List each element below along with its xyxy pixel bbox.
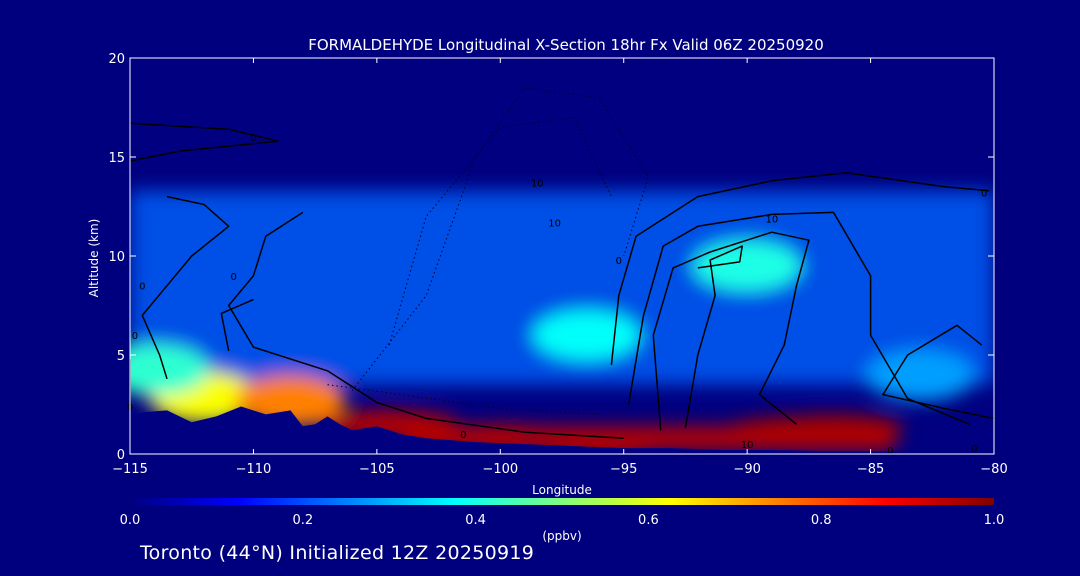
colorbar-unit: (ppbv) xyxy=(542,529,581,543)
contour-label-0: 0 xyxy=(250,133,256,144)
contour-label-6: 10 xyxy=(531,179,544,190)
footer-init-label: Toronto (44°N) Initialized 12Z 20250919 xyxy=(140,542,535,564)
contour-label-8: 10 xyxy=(765,214,778,225)
contour-line-1 xyxy=(141,195,230,380)
x-tick-label-7: −80 xyxy=(980,462,1007,477)
x-tick-label-5: −90 xyxy=(733,462,760,477)
colorbar-tick-2: 0.4 xyxy=(465,513,486,528)
y-tick-label-1: 5 xyxy=(117,349,125,364)
contour-label-3: 0 xyxy=(132,331,138,342)
colorbar-tick-0: 0.0 xyxy=(120,513,141,528)
x-tick-label-1: −110 xyxy=(236,462,272,477)
contour-line-2 xyxy=(227,211,624,439)
colorbar-ticks: 0.0 0.2 0.4 0.6 0.8 1.0 xyxy=(120,513,1005,528)
concentration-field xyxy=(130,190,994,454)
field-feature-10 xyxy=(864,348,975,401)
contour-line-9 xyxy=(220,298,254,352)
contour-label-11: 0 xyxy=(887,446,893,457)
contour-label-10: 10 xyxy=(741,440,754,451)
contour-label-12: 0 xyxy=(971,444,977,455)
x-axis-label: Longitude xyxy=(532,483,592,497)
terrain-mask xyxy=(130,406,994,454)
x-axis: −115 −110 −105 −100 −95 −90 −85 −80 xyxy=(112,58,1008,477)
contour-label-13: 0 xyxy=(981,189,987,200)
contour-line-5 xyxy=(652,231,810,431)
field-feature-2 xyxy=(130,342,210,395)
contour-label-2: 0 xyxy=(230,272,236,283)
contour-dotted-2 xyxy=(327,384,600,415)
contour-line-4 xyxy=(627,211,970,425)
contour-line-6 xyxy=(684,245,743,429)
y-tick-label-4: 20 xyxy=(108,52,125,67)
colorbar-tick-4: 0.8 xyxy=(811,513,832,528)
colorbar-tick-5: 1.0 xyxy=(984,513,1005,528)
contour-line-3 xyxy=(610,172,990,365)
y-tick-label-2: 10 xyxy=(108,250,125,265)
contour-line-0 xyxy=(130,122,279,162)
chart-title: FORMALDEHYDE Longitudinal X-Section 18hr… xyxy=(308,36,824,54)
x-tick-label-3: −100 xyxy=(482,462,518,477)
y-tick-label-3: 15 xyxy=(108,151,125,166)
field-feature-8 xyxy=(692,239,803,292)
field-feature-9 xyxy=(531,309,642,362)
colorbar xyxy=(130,498,994,505)
contour-label-9: 0 xyxy=(616,256,622,267)
terrain xyxy=(130,406,994,454)
x-tick-label-0: −115 xyxy=(112,462,148,477)
contour-label-7: 10 xyxy=(548,218,561,229)
contour-label-1: 0 xyxy=(139,282,145,293)
contour-lines xyxy=(130,87,994,439)
colorbar-tick-3: 0.6 xyxy=(638,513,659,528)
y-axis-label: Altitude (km) xyxy=(87,219,101,298)
x-tick-label-2: −105 xyxy=(359,462,395,477)
x-tick-label-4: −95 xyxy=(610,462,637,477)
contour-line-7 xyxy=(882,324,994,420)
x-tick-label-6: −85 xyxy=(857,462,884,477)
contour-label-5: 0 xyxy=(460,430,466,441)
y-tick-label-0: 0 xyxy=(117,448,125,463)
colorbar-tick-1: 0.2 xyxy=(292,513,313,528)
